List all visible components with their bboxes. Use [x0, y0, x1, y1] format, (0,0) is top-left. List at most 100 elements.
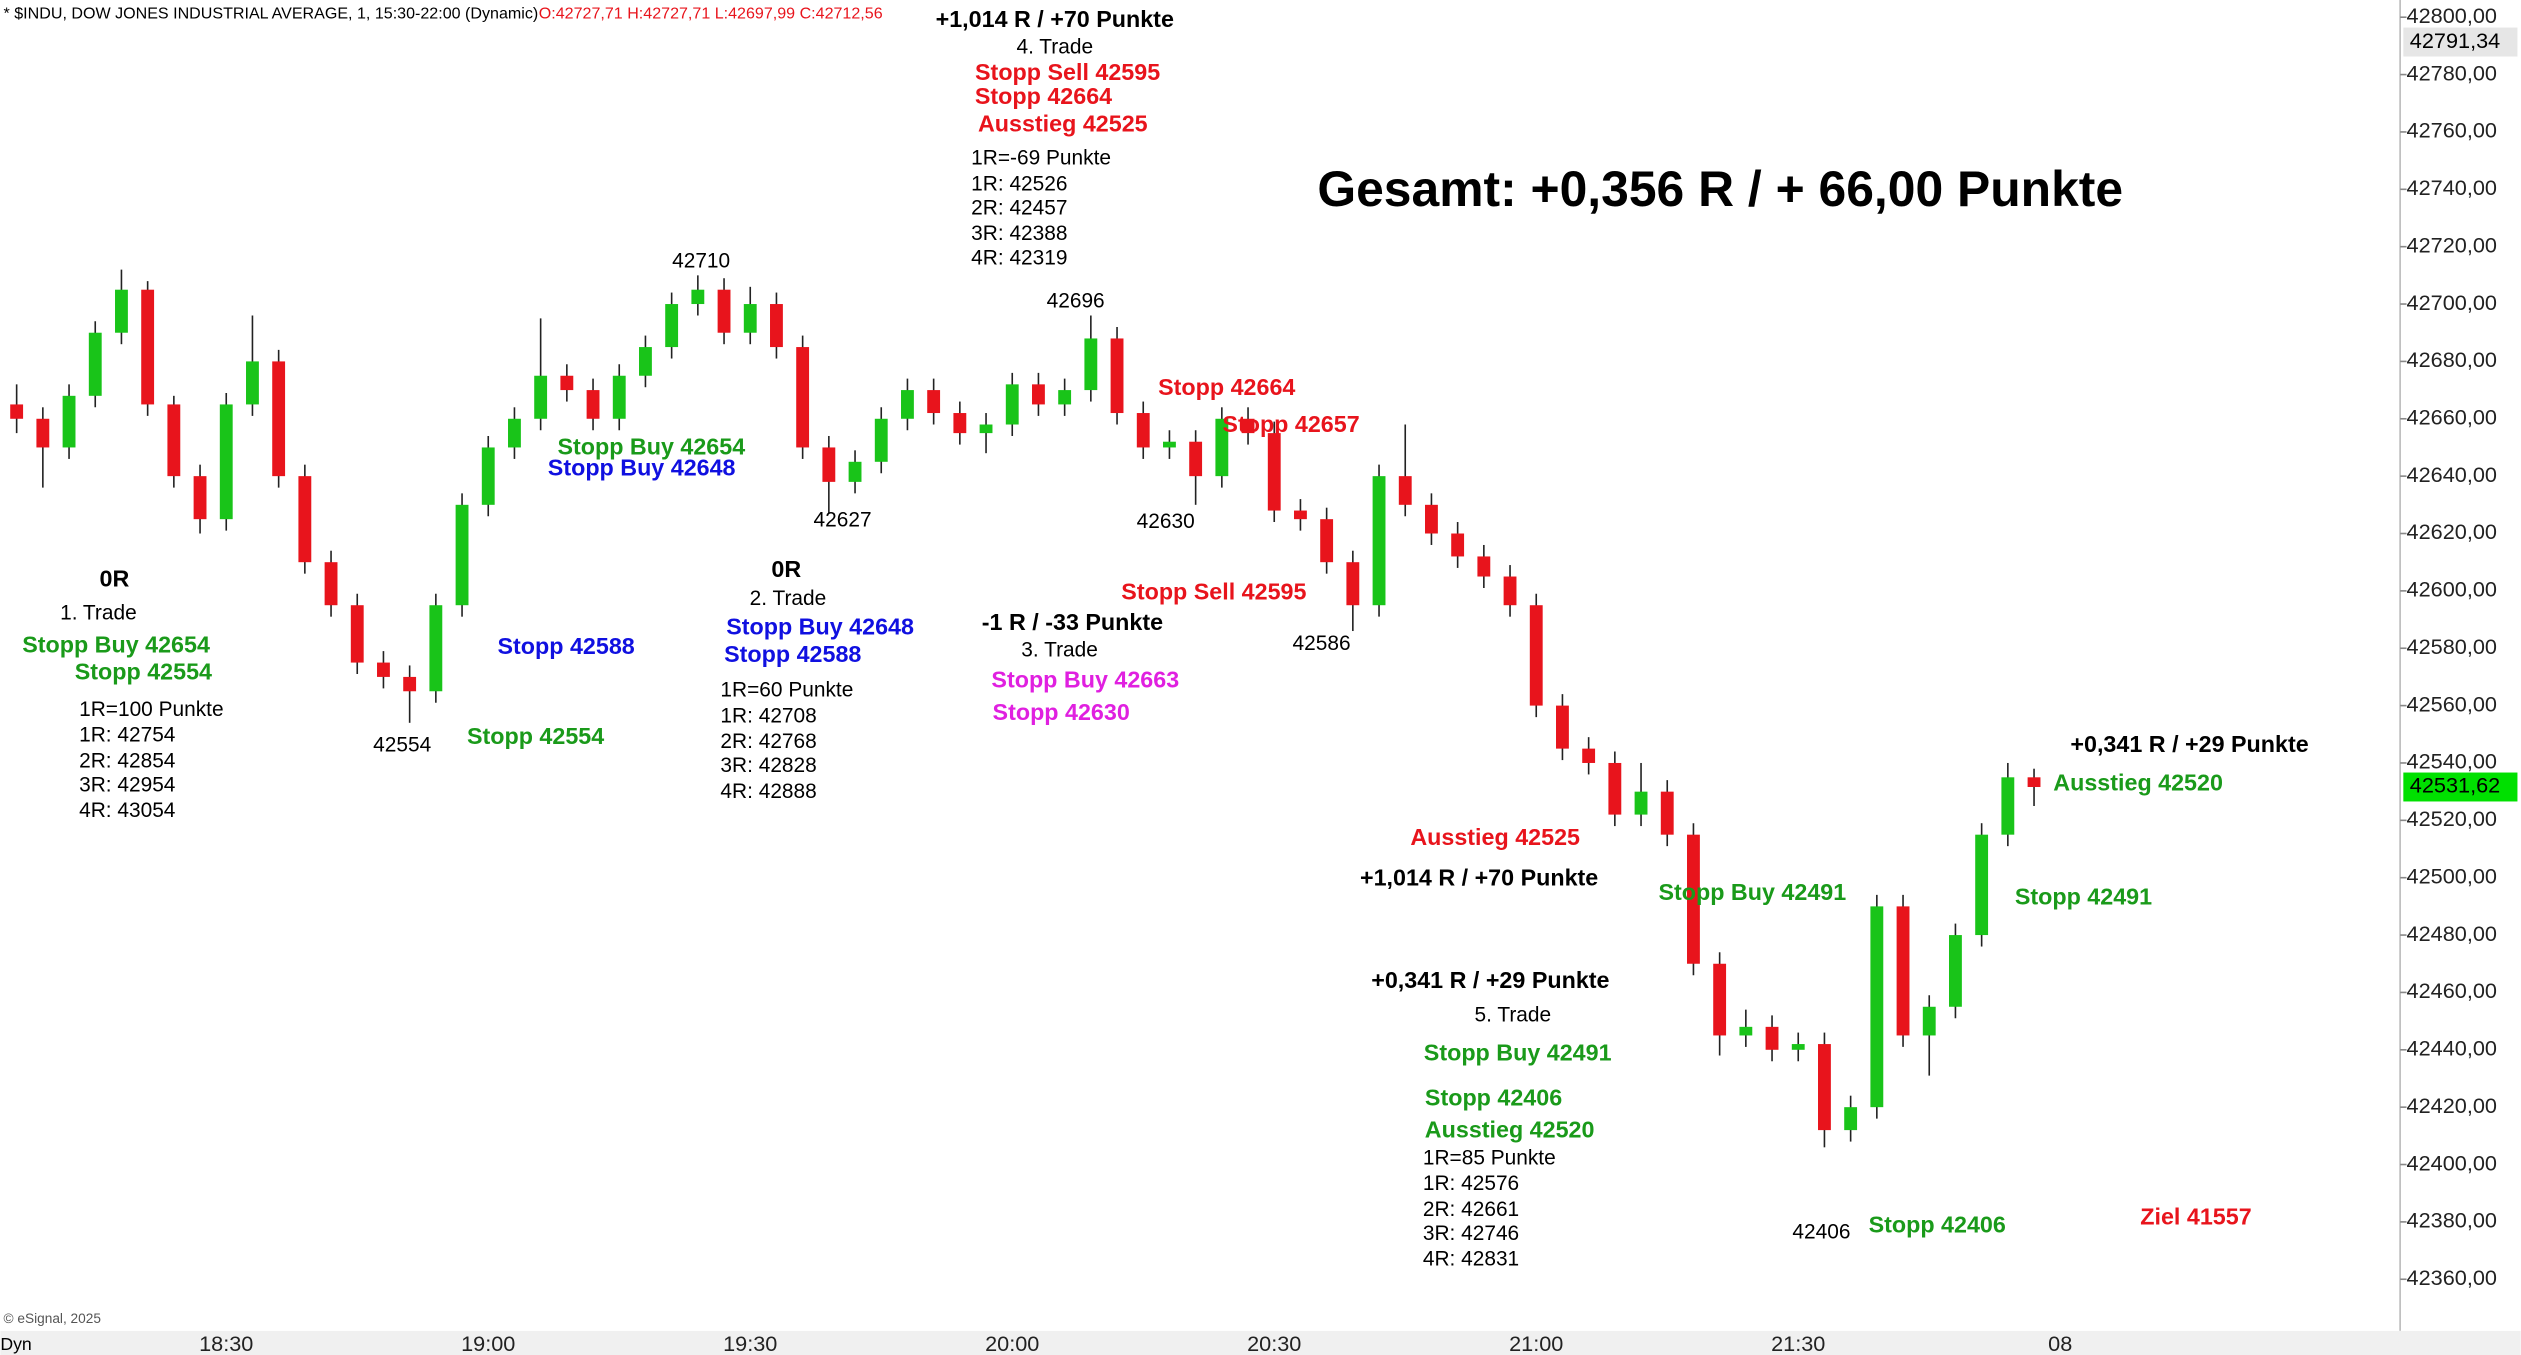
candle-body	[1189, 441, 1203, 477]
candle-body	[1372, 476, 1386, 606]
y-tick-label: 42760,00	[2407, 118, 2497, 143]
candle-body	[1215, 418, 1229, 477]
annotation: +1,014 R / +70 Punkte	[936, 6, 1174, 32]
annotation: Stopp Buy 42648	[726, 614, 914, 640]
candle-body	[796, 347, 810, 448]
annotation: 1R: 42576	[1423, 1172, 1519, 1195]
y-tick-label: 42540,00	[2407, 749, 2497, 774]
candle-body	[272, 361, 286, 477]
annotation: 0R	[100, 565, 130, 591]
y-tick-label: 42520,00	[2407, 806, 2497, 831]
candle-body	[1477, 556, 1491, 577]
candle-body	[560, 375, 574, 391]
candle-body	[1136, 413, 1150, 448]
headline: Gesamt: +0,356 R / + 66,00 Punkte	[1317, 161, 2123, 217]
annotation: 2R: 42661	[1423, 1198, 1519, 1221]
annotation: Ausstieg 42520	[2053, 770, 2223, 796]
annotation: 2. Trade	[750, 587, 827, 610]
annotation: 42586	[1293, 632, 1351, 655]
candle-body	[377, 662, 390, 677]
candle-body	[1005, 384, 1019, 425]
candle-body	[979, 424, 993, 434]
candle-body	[62, 395, 76, 448]
x-tick-label: 08	[2048, 1331, 2072, 1355]
annotation: 4. Trade	[1016, 36, 1093, 59]
y-tick-label: 42480,00	[2407, 921, 2497, 946]
candle-body	[717, 289, 731, 333]
candle-body	[115, 289, 128, 333]
candle-body	[848, 461, 862, 482]
candle-body	[1032, 384, 1045, 405]
x-tick-label: 20:30	[1247, 1331, 1301, 1355]
annotation: Stopp Buy 42491	[1658, 879, 1846, 905]
candle-body	[822, 447, 836, 482]
candle-body	[927, 390, 941, 414]
candle-body	[1818, 1044, 1831, 1131]
annotation: Stopp 42554	[467, 723, 604, 749]
candle-body	[1320, 519, 1334, 563]
annotation: Stopp Buy 42648	[548, 455, 736, 481]
annotation: 2R: 42457	[971, 196, 1067, 219]
candle-body	[1922, 1006, 1936, 1036]
candle-body	[88, 332, 102, 396]
candle-body	[1241, 418, 1255, 434]
annotation: Stopp 42406	[1425, 1085, 1562, 1111]
x-tick-label: 19:00	[461, 1331, 515, 1355]
annotation: 1R=60 Punkte	[720, 679, 853, 702]
annotation: 1. Trade	[60, 602, 137, 625]
candle-body	[350, 605, 364, 663]
candle-body	[1844, 1107, 1858, 1131]
y-tick-label: 42400,00	[2407, 1150, 2497, 1175]
candle-body	[743, 304, 757, 333]
candle-body	[1713, 963, 1727, 1036]
annotation: Stopp 42630	[993, 699, 1130, 725]
annotation: Stopp Sell 42595	[1121, 578, 1306, 604]
candle-body	[586, 390, 600, 419]
candle-body	[2001, 777, 2015, 835]
x-axis-panel	[0, 1330, 2521, 1355]
y-axis-panel	[2400, 0, 2521, 1355]
candle-body	[2027, 777, 2041, 788]
candle-body	[1608, 762, 1622, 815]
y-tick-label: 42580,00	[2407, 634, 2497, 659]
candle-body	[1058, 390, 1072, 405]
x-tick-label: 19:30	[723, 1331, 777, 1355]
corner-label: Dyn	[0, 1334, 31, 1354]
candle-body	[953, 413, 967, 434]
annotation: Stopp 42406	[1869, 1212, 2006, 1238]
candle-body	[36, 418, 50, 448]
candle-body	[1346, 562, 1360, 606]
candle-body	[874, 418, 888, 462]
y-tick-label: 42640,00	[2407, 462, 2497, 487]
y-tick-label: 42700,00	[2407, 290, 2497, 315]
price-marker	[2403, 772, 2518, 802]
x-tick-label: 20:00	[985, 1331, 1039, 1355]
annotation: 1R: 42754	[79, 724, 175, 747]
y-tick-label: 42460,00	[2407, 978, 2497, 1003]
x-tick-label: 21:00	[1509, 1331, 1563, 1355]
annotation: Stopp 42588	[724, 641, 861, 667]
candle-body	[1870, 906, 1884, 1108]
y-tick-label: 42420,00	[2407, 1093, 2497, 1118]
candle-body	[665, 304, 679, 348]
candle-body	[141, 289, 155, 405]
annotation: 1R=85 Punkte	[1423, 1146, 1556, 1169]
candle-body	[1110, 338, 1124, 414]
annotation: 4R: 42831	[1423, 1248, 1519, 1271]
candle-body	[901, 390, 914, 419]
annotation: 5. Trade	[1475, 1003, 1552, 1026]
y-tick-label: 42380,00	[2407, 1208, 2497, 1233]
y-tick-label: 42680,00	[2407, 347, 2497, 372]
annotation: 42630	[1137, 510, 1195, 533]
annotation: 4R: 42888	[720, 780, 816, 803]
candle-body	[403, 676, 417, 692]
annotation: Stopp 42491	[2015, 884, 2152, 910]
ohlc-label: O:42727,71 H:42727,71 L:42697,99 C:42712…	[539, 5, 883, 23]
y-tick-label: 42660,00	[2407, 405, 2497, 430]
candle-body	[1294, 510, 1307, 520]
candle-body	[612, 375, 626, 419]
candle-body	[324, 562, 338, 606]
chart-title: * $INDU, DOW JONES INDUSTRIAL AVERAGE, 1…	[4, 5, 539, 23]
